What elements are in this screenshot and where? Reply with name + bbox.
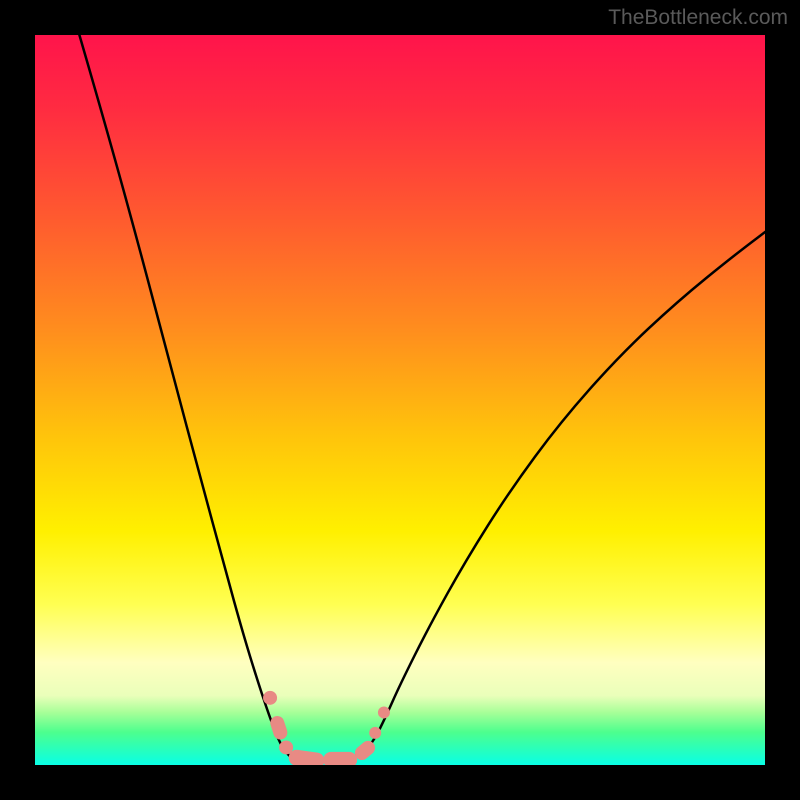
chart-svg — [35, 35, 765, 765]
chart-plot-area — [35, 35, 765, 765]
marker-pill — [323, 752, 357, 765]
marker-dot — [263, 691, 277, 705]
gradient-background — [35, 35, 765, 765]
marker-dot — [369, 727, 381, 739]
marker-dot — [378, 706, 390, 718]
watermark-label: TheBottleneck.com — [608, 6, 788, 30]
